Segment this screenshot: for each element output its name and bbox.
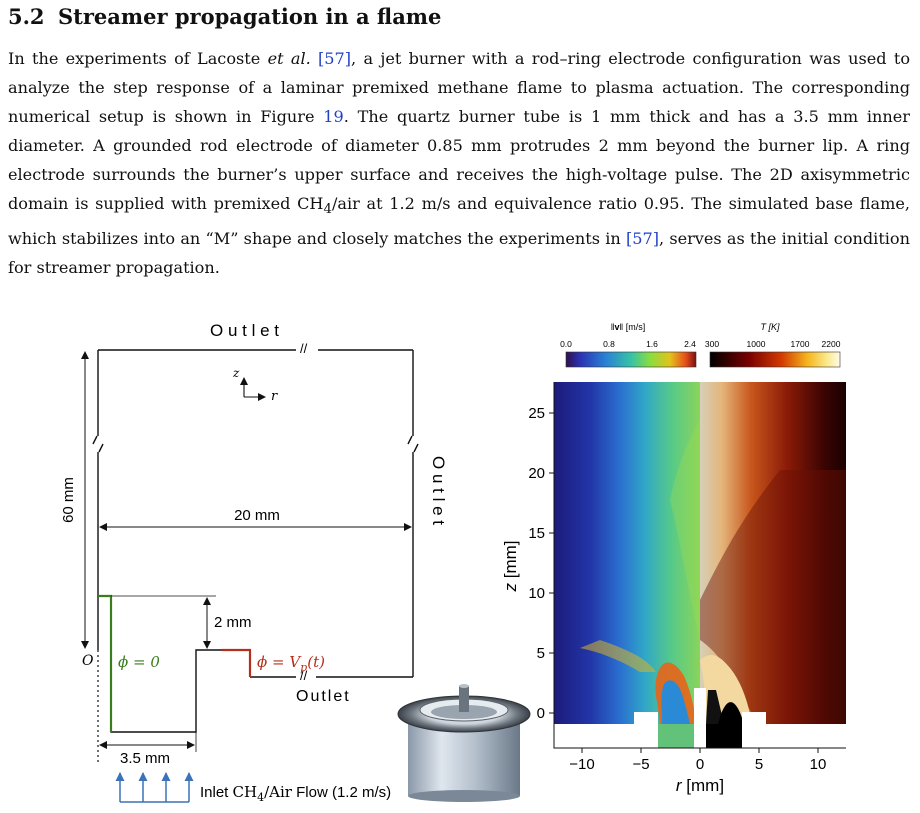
- y-tick-label: 10: [528, 585, 545, 602]
- velocity-tick: 2.4: [684, 339, 696, 349]
- figure-19: // // O u t l e t O u t l e t Outlet z r…: [0, 310, 920, 813]
- rod-label: 2 mm: [214, 614, 252, 631]
- y-tick-label: 25: [528, 405, 545, 422]
- break-mark: [92, 435, 104, 453]
- velocity-colorbar: ‖v‖ [m/s] 0.0 0.8 1.6 2.4: [560, 322, 697, 368]
- figure-svg: // // O u t l e t O u t l e t Outlet z r…: [60, 321, 846, 804]
- section-title: Streamer propagation in a flame: [58, 4, 442, 29]
- axis-z-label: z: [232, 366, 240, 380]
- temperature-colorbar: T [K] 300 1000 1700 2200: [705, 322, 841, 368]
- burner-wall-left: [634, 712, 658, 724]
- section-number: 5.2: [8, 4, 45, 29]
- outlet-bottom-label: Outlet: [296, 688, 351, 705]
- axis-r-label: r: [271, 389, 278, 404]
- outlet-right-label: O u t l e t: [429, 456, 448, 525]
- inner-label: 3.5 mm: [120, 750, 170, 767]
- temperature-colorbar-label: T [K]: [760, 322, 780, 332]
- x-tick-label: −10: [569, 756, 594, 773]
- coordinate-axes: z r: [232, 366, 278, 404]
- x-tick-label: −5: [632, 756, 649, 773]
- x-tick-label: 5: [755, 756, 763, 773]
- velocity-tick: 0.0: [560, 339, 572, 349]
- y-axis: 0 5 10 15 20 25 z [mm]: [501, 405, 554, 722]
- citation-link[interactable]: [57]: [318, 49, 352, 68]
- outlet-top-label: O u t l e t: [210, 321, 279, 340]
- break-mark-top: //: [300, 341, 308, 356]
- y-tick-label: 20: [528, 465, 545, 482]
- temperature-tick: 2200: [822, 339, 841, 349]
- velocity-tick: 0.8: [603, 339, 615, 349]
- para-text: /air at 1.2 m/s and equivalence ratio 0.…: [8, 194, 910, 249]
- inlet-label: Inlet CH4/Air Flow (1.2 m/s): [200, 783, 391, 804]
- para-text: . The quartz burner tube is 1 mm thick a…: [8, 107, 910, 213]
- para-text: In the experiments of Lacoste: [8, 49, 268, 68]
- section-heading: 5.2 Streamer propagation in a flame: [8, 4, 441, 29]
- velocity-colorbar-label: ‖v‖ [m/s]: [611, 322, 645, 332]
- y-tick-label: 5: [537, 645, 545, 662]
- x-tick-label: 0: [696, 756, 704, 773]
- ground-potential-label: ϕ = 0: [118, 653, 160, 671]
- x-axis-label: r [mm]: [676, 776, 724, 795]
- velocity-tick: 1.6: [646, 339, 658, 349]
- para-text: , serves as the initial condition for st…: [8, 229, 910, 278]
- pulse-potential-label: ϕ = Vp(t): [257, 653, 325, 674]
- burner-3d-illustration: [397, 684, 531, 802]
- para-text: , a jet burner with a rod–ring electrode…: [8, 49, 911, 126]
- domain-schematic: [92, 349, 419, 733]
- break-mark: [407, 435, 419, 453]
- y-axis-label: z [mm]: [501, 541, 520, 593]
- para-sub: 4: [323, 202, 332, 218]
- width-label: 20 mm: [234, 507, 280, 524]
- x-axis: −10 −5 0 5 10 r [mm]: [569, 748, 826, 795]
- burner-wall-right: [742, 712, 766, 724]
- height-label: 60 mm: [60, 477, 77, 523]
- temperature-tick: 1700: [791, 339, 810, 349]
- temperature-tick: 300: [705, 339, 719, 349]
- temperature-tick: 1000: [747, 339, 766, 349]
- body-paragraph: In the experiments of Lacoste et al. [57…: [8, 44, 910, 282]
- x-tick-label: 10: [810, 756, 827, 773]
- field-plot: [553, 382, 846, 749]
- rod-electrode: [694, 688, 706, 724]
- figure-ref-link[interactable]: 19: [323, 107, 344, 126]
- origin-label: O: [82, 653, 94, 669]
- y-tick-label: 0: [537, 705, 545, 722]
- pulse-electrode: [222, 648, 252, 677]
- para-etal: et al.: [267, 49, 311, 68]
- ground-electrode: [98, 594, 113, 732]
- citation-link[interactable]: [57]: [625, 229, 659, 249]
- y-tick-label: 15: [528, 525, 545, 542]
- inlet-arrows: [115, 772, 194, 803]
- break-mark-bottom: //: [300, 668, 308, 683]
